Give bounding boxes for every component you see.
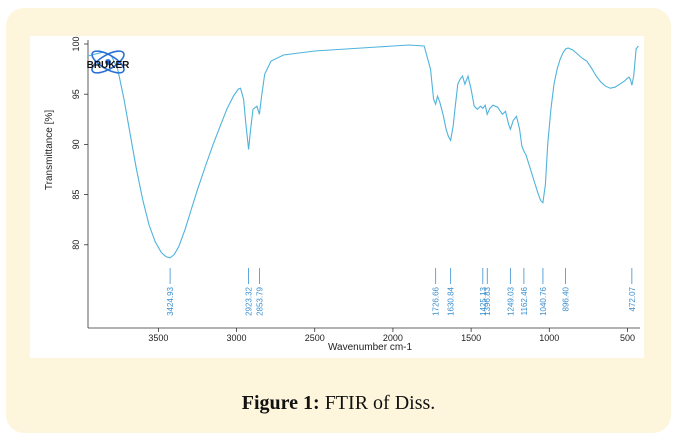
y-tick-label: 95 xyxy=(71,89,81,99)
peak-label: 2853.79 xyxy=(255,286,264,315)
caption-label: Figure 1: xyxy=(241,392,320,414)
x-tick-label: 2000 xyxy=(383,333,403,343)
peak-label: 1040.76 xyxy=(539,286,548,315)
atom-icon xyxy=(91,50,125,74)
plot-panel xyxy=(30,36,644,358)
x-tick-label: 1000 xyxy=(539,333,559,343)
x-axis-label: Wavenumber cm-1 xyxy=(328,342,413,353)
bruker-logo: BRUKER xyxy=(87,50,131,74)
peak-label: 1630.84 xyxy=(447,286,456,315)
x-tick-label: 2500 xyxy=(305,333,325,343)
y-tick-label: 90 xyxy=(71,139,81,149)
peak-label: 3424.93 xyxy=(166,286,175,315)
logo-text: BRUKER xyxy=(87,60,131,71)
peak-label: 2923.32 xyxy=(245,286,254,315)
x-tick-label: 3000 xyxy=(227,333,247,343)
peak-annotations: 3424.93 2923.32 2853.79 1726.66 1630.84 1425.… xyxy=(166,268,637,316)
y-tick-label: 80 xyxy=(71,240,81,250)
peak-label: 1162.46 xyxy=(520,286,529,315)
peak-label: 1726.66 xyxy=(432,286,441,315)
peak-label: 1396.83 xyxy=(483,286,492,315)
y-tick-label: 100 xyxy=(71,36,81,51)
x-tick-label: 1500 xyxy=(461,333,481,343)
x-tick-label: 500 xyxy=(620,333,635,343)
y-tick-label: 85 xyxy=(71,190,81,200)
peak-label: 1425.13 xyxy=(479,286,488,315)
x-tick-label: 3500 xyxy=(148,333,168,343)
y-axis-label: Transmittance [%] xyxy=(44,110,55,190)
figure-caption: Figure 1: FTIR of Diss. xyxy=(0,392,677,415)
caption-text: FTIR of Diss. xyxy=(319,392,436,414)
axes: 3500 3000 2500 2000 1500 1000 500 80 85 90 95 100 xyxy=(71,36,640,343)
spectrum-line xyxy=(87,44,639,259)
peak-label: 1249.03 xyxy=(506,286,515,315)
peak-label: 472.07 xyxy=(628,286,637,311)
peak-label: 896.40 xyxy=(562,286,571,311)
